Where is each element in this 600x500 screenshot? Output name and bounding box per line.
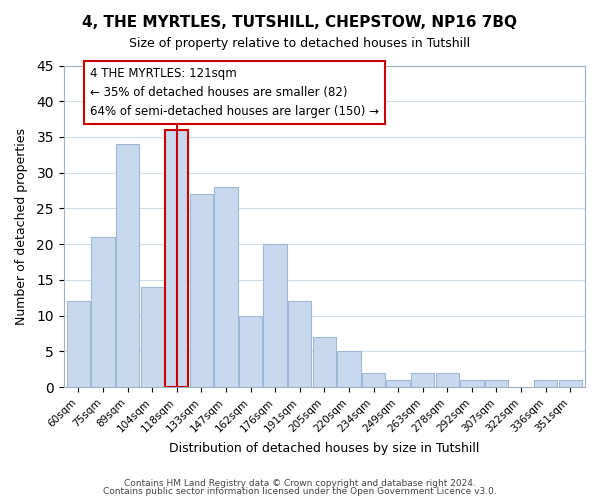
Bar [214, 187, 238, 387]
Bar [91, 237, 115, 387]
Bar [534, 380, 557, 387]
Bar [436, 373, 459, 387]
Bar [67, 302, 90, 387]
Y-axis label: Number of detached properties: Number of detached properties [15, 128, 28, 325]
Bar [485, 380, 508, 387]
Bar [140, 287, 164, 387]
Bar [239, 316, 262, 387]
Text: Contains HM Land Registry data © Crown copyright and database right 2024.: Contains HM Land Registry data © Crown c… [124, 478, 476, 488]
Text: 4 THE MYRTLES: 121sqm
← 35% of detached houses are smaller (82)
64% of semi-deta: 4 THE MYRTLES: 121sqm ← 35% of detached … [90, 67, 379, 118]
Text: Size of property relative to detached houses in Tutshill: Size of property relative to detached ho… [130, 38, 470, 51]
Text: 4, THE MYRTLES, TUTSHILL, CHEPSTOW, NP16 7BQ: 4, THE MYRTLES, TUTSHILL, CHEPSTOW, NP16… [83, 15, 517, 30]
Bar [313, 337, 336, 387]
Bar [288, 302, 311, 387]
Bar [460, 380, 484, 387]
Bar [116, 144, 139, 387]
Text: Contains public sector information licensed under the Open Government Licence v3: Contains public sector information licen… [103, 487, 497, 496]
X-axis label: Distribution of detached houses by size in Tutshill: Distribution of detached houses by size … [169, 442, 479, 455]
Bar [411, 373, 434, 387]
Bar [165, 130, 188, 387]
Bar [362, 373, 385, 387]
Bar [263, 244, 287, 387]
Bar [386, 380, 410, 387]
Bar [190, 194, 213, 387]
Bar [559, 380, 582, 387]
Bar [337, 352, 361, 387]
